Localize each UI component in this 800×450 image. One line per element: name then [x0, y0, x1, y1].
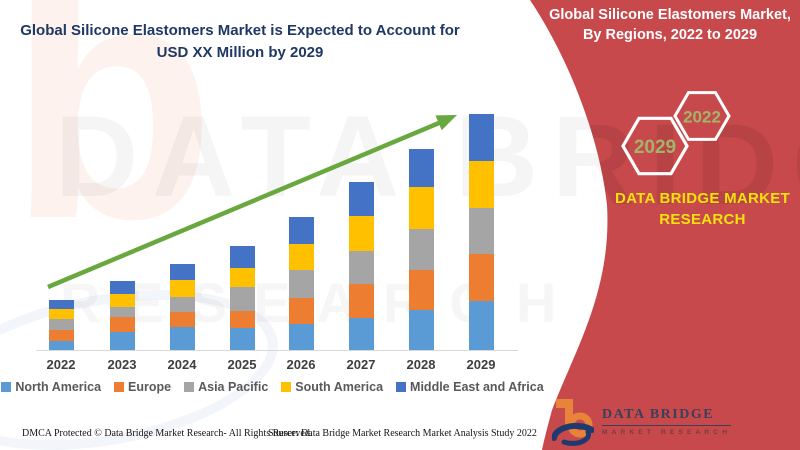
- bar-segment: [229, 246, 255, 268]
- bar-2022: [48, 300, 74, 350]
- bar-segment: [468, 114, 494, 161]
- bar-segment: [288, 244, 314, 270]
- bar-segment: [229, 287, 255, 311]
- bar-segment: [48, 330, 74, 341]
- bar-segment: [169, 264, 195, 280]
- year-label: 2028: [406, 357, 436, 372]
- bar-2024: [169, 264, 195, 350]
- bar-segment: [109, 317, 135, 332]
- bar-segment: [468, 301, 494, 350]
- bar-2023: [109, 281, 135, 350]
- bar-segment: [229, 311, 255, 328]
- legend-swatch: [281, 382, 292, 392]
- brand-text: DATA BRIDGE MARKET RESEARCH: [590, 188, 800, 230]
- bar-segment: [408, 187, 434, 229]
- bar-segment: [288, 324, 314, 350]
- red-panel-shape: [530, 0, 800, 450]
- hexagon-2029-label: 2029: [634, 137, 676, 158]
- legend-label: North America: [15, 380, 102, 394]
- footer-dmca: DMCA Protected © Data Bridge Market Rese…: [22, 428, 313, 439]
- bar-2029: [468, 114, 494, 350]
- year-label: 2024: [167, 357, 197, 372]
- bar-segment: [348, 182, 374, 216]
- databridge-logo-mark: [552, 399, 594, 446]
- legend: North America Europe Asia Pacific South Ame…: [1, 380, 544, 394]
- legend-item-asia-pacific: Asia Pacific: [184, 380, 268, 394]
- year-label: 2025: [227, 357, 257, 372]
- bar-segment: [408, 149, 434, 187]
- bar-segment: [408, 229, 434, 270]
- legend-label: South America: [295, 380, 384, 394]
- bar-segment: [169, 327, 195, 350]
- bar-segment: [288, 270, 314, 298]
- legend-item-south-america: South America: [281, 380, 383, 394]
- bar-segment: [468, 161, 494, 208]
- bar-segment: [48, 300, 74, 309]
- year-label: 2026: [286, 357, 316, 372]
- legend-label: Asia Pacific: [198, 380, 269, 394]
- bar-segment: [348, 318, 374, 350]
- bar-segment: [48, 319, 74, 330]
- chart-title-line2: USD XX Million by 2029: [156, 44, 324, 61]
- year-label: 2029: [466, 357, 496, 372]
- bar-2025: [229, 246, 255, 350]
- legend-swatch: [184, 382, 195, 392]
- footer-source: Source: Data Bridge Market Research Mark…: [268, 428, 537, 439]
- bar-segment: [169, 312, 195, 327]
- bar-segment: [468, 208, 494, 254]
- year-label: 2023: [107, 357, 137, 372]
- databridge-logo-text: DATA BRIDGE MARKET RESEARCH: [602, 407, 732, 436]
- bar-2028: [408, 149, 434, 350]
- legend-label: Europe: [128, 380, 172, 394]
- bar-segment: [48, 341, 74, 350]
- bar-segment: [48, 309, 74, 319]
- bar-segment: [109, 332, 135, 350]
- hexagon-2029-shape: [621, 116, 689, 176]
- bar-segment: [408, 270, 434, 310]
- legend-item-europe: Europe: [114, 380, 171, 394]
- logo-subtitle: MARKET RESEARCH: [602, 428, 732, 436]
- bar-segment: [468, 254, 494, 301]
- bar-segment: [169, 297, 195, 312]
- panel-title-line1: Global Silicone Elastomers Market,: [549, 7, 791, 23]
- year-label: 2027: [346, 357, 376, 372]
- brand-text-line1: DATA BRIDGE MARKET: [614, 190, 791, 207]
- legend-item-north-america: North America: [1, 380, 101, 394]
- panel-title: Global Silicone Elastomers Market, By Re…: [545, 5, 795, 45]
- legend-label: Middle East and Africa: [410, 380, 544, 394]
- databridge-logo: DATA BRIDGE MARKET RESEARCH: [552, 396, 732, 446]
- chart-title-line1: Global Silicone Elastomers Market is Exp…: [20, 22, 460, 39]
- bar-segment: [229, 328, 255, 350]
- bar-segment: [109, 281, 135, 294]
- chart-title: Global Silicone Elastomers Market is Exp…: [0, 20, 480, 64]
- bar-2026: [288, 217, 314, 350]
- logo-title: DATA BRIDGE: [602, 407, 732, 426]
- year-label: 2022: [46, 357, 76, 372]
- legend-item-middle-east-and-africa: Middle East and Africa: [396, 380, 544, 394]
- bar-segment: [229, 268, 255, 287]
- bar-segment: [169, 280, 195, 297]
- x-axis-line: [36, 350, 518, 351]
- legend-swatch: [114, 382, 125, 392]
- hexagon-2022-label: 2022: [683, 108, 721, 127]
- bar-segment: [348, 216, 374, 251]
- bar-segment: [348, 251, 374, 284]
- bar-segment: [288, 298, 314, 324]
- legend-swatch: [1, 382, 12, 392]
- bar-2027: [348, 182, 374, 350]
- bar-segment: [109, 294, 135, 307]
- bar-segment: [109, 307, 135, 317]
- legend-swatch: [396, 382, 407, 392]
- bar-segment: [408, 310, 434, 350]
- bar-segment: [288, 217, 314, 244]
- panel-title-line2: By Regions, 2022 to 2029: [582, 27, 758, 43]
- hexagons: 2029 2022: [621, 91, 731, 176]
- bar-segment: [348, 284, 374, 318]
- brand-text-line2: RESEARCH: [659, 211, 746, 228]
- hexagon-2022-shape: [673, 91, 731, 141]
